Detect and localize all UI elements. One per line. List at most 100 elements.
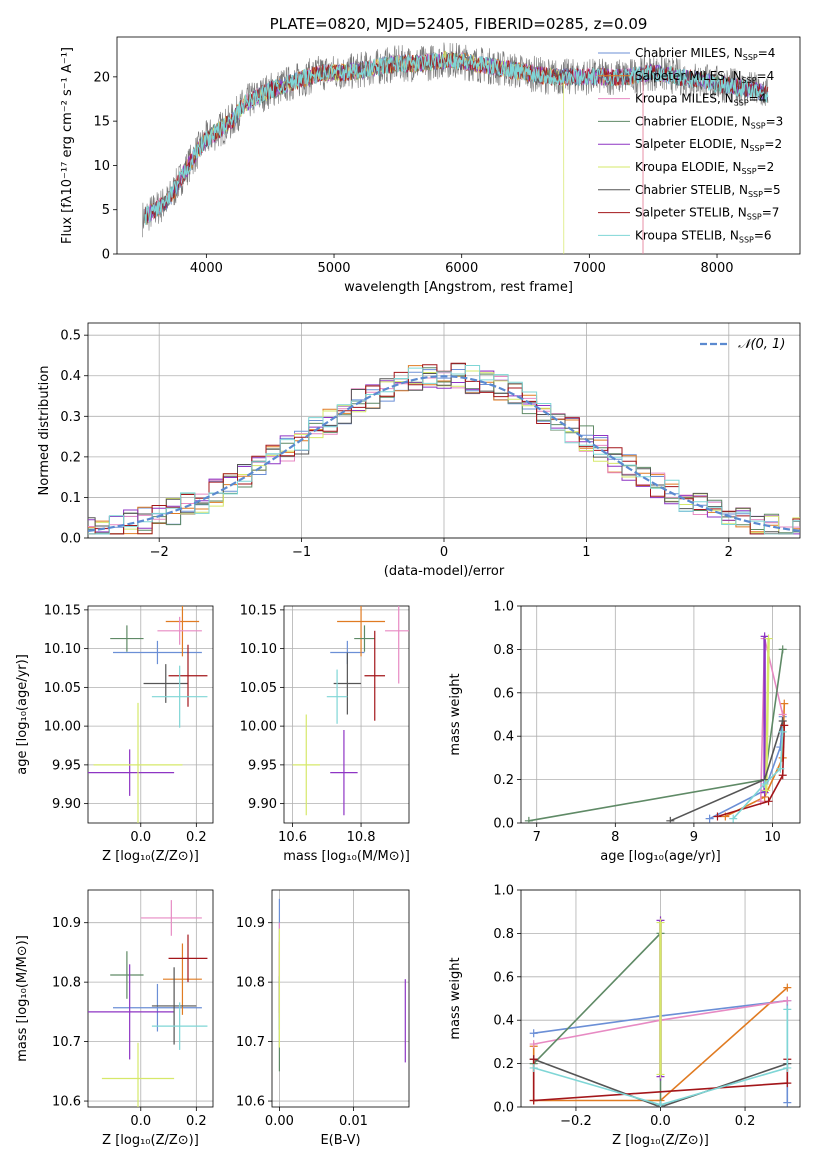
weight-point-marker xyxy=(762,786,771,795)
y-tick-label: 10.15 xyxy=(240,603,277,618)
legend-value: =5 xyxy=(763,183,781,197)
weight-series-line xyxy=(528,649,784,822)
residual-histogram-panel: −2 −1 0 1 2 0.0 0.1 0.2 0.3 0.4 0.5 (data-model)/er… xyxy=(37,322,801,579)
x-tick-label: 8000 xyxy=(700,261,733,276)
x-axis-label: Z [log₁₀(Z/Z⊙)] xyxy=(612,1133,709,1148)
chart-title: PLATE=0820, MJD=52405, FIBERID=0285, z=0… xyxy=(270,15,648,33)
mass-vs-metallicity-panel: 0.0 0.2 10.6 10.7 10.8 10.9 Z [log₁₀(Z/Z⊙)] mas… xyxy=(15,889,214,1148)
weight-point-marker xyxy=(764,797,773,806)
x-tick-label: 5000 xyxy=(317,261,350,276)
y-axis-label: Flux [fλ10⁻¹⁷ erg cm⁻² s⁻¹ A⁻¹] xyxy=(60,47,75,244)
legend-value: =3 xyxy=(766,114,784,128)
x-axis-label: Z [log₁₀(Z/Z⊙)] xyxy=(102,849,199,864)
y-tick-label: 0.2 xyxy=(60,450,81,465)
y-tick-label: 10.7 xyxy=(52,1035,81,1050)
legend-value: =2 xyxy=(764,137,782,151)
weight-point-marker xyxy=(705,814,714,823)
legend-label: Salpeter MILES, N xyxy=(635,69,742,83)
legend-label: Salpeter STELIB, N xyxy=(635,206,747,220)
normal-curve-line xyxy=(88,375,800,532)
weight-point-marker xyxy=(776,764,785,773)
weight-point-marker xyxy=(529,1040,538,1049)
histogram-step-line xyxy=(88,370,800,535)
weight-point-marker xyxy=(529,1096,538,1105)
legend-entry: Salpeter MILES, NSSP=4 xyxy=(635,69,774,85)
legend-value: =4 xyxy=(758,46,776,60)
legend-entry: Salpeter ELODIE, NSSP=2 xyxy=(635,137,782,153)
y-tick-label: 0.4 xyxy=(493,730,514,745)
axes-frame xyxy=(283,605,410,824)
y-tick-label: 5 xyxy=(102,203,110,218)
legend-label: Salpeter ELODIE, N xyxy=(635,137,749,151)
weight-point-marker xyxy=(529,1063,538,1072)
x-tick-label: 10.6 xyxy=(278,830,307,845)
x-tick-label: 7000 xyxy=(573,261,606,276)
weight-point-marker xyxy=(656,918,665,927)
x-tick-label: 0 xyxy=(440,545,448,560)
x-axis-label: wavelength [Angstrom, rest frame] xyxy=(344,280,573,295)
legend-value: =4 xyxy=(749,92,767,106)
model-spectrum-line xyxy=(193,50,565,254)
y-tick-label: 9.95 xyxy=(52,758,81,773)
legend-value: =2 xyxy=(757,160,775,174)
y-tick-label: 10.00 xyxy=(240,720,277,735)
y-tick-label: 10.05 xyxy=(240,681,277,696)
y-tick-label: 0.8 xyxy=(493,643,514,658)
legend-entry: 𝒩(0, 1) xyxy=(738,337,785,352)
x-axis-label: E(B-V) xyxy=(320,1133,360,1148)
weight-series-line xyxy=(533,1009,789,1106)
legend-label: Kroupa MILES, N xyxy=(635,92,734,106)
y-tick-label: 10.6 xyxy=(52,1095,81,1110)
weight-point-marker xyxy=(729,814,738,823)
mass-vs-ebv-panel: 0.00 0.01 10.6 10.7 10.8 10.9 E(B-V) xyxy=(236,889,410,1148)
weight-point-marker xyxy=(783,1005,792,1014)
weight-point-marker xyxy=(780,721,789,730)
weight-point-marker xyxy=(656,1070,665,1079)
legend-label: Kroupa ELODIE, N xyxy=(635,160,742,174)
legend-label: Kroupa STELIB, N xyxy=(635,228,739,242)
weight-point-marker xyxy=(713,812,722,821)
age-vs-metallicity-panel: 0.0 0.2 9.90 9.95 10.00 10.05 10.10 10.15 Z [log… xyxy=(15,603,214,864)
legend-subscript: SSP xyxy=(742,167,757,176)
y-tick-label: 0.0 xyxy=(493,1101,514,1116)
y-tick-label: 10.05 xyxy=(44,681,81,696)
axes-frame xyxy=(87,605,214,824)
x-tick-label: 8 xyxy=(611,830,619,845)
weight-point-marker xyxy=(529,1055,538,1064)
weight-vs-age-panel: 7 8 9 10 0.0 0.2 0.4 0.6 0.8 1.0 age [log₁₀(age/yr… xyxy=(448,600,801,864)
y-tick-label: 10.7 xyxy=(236,1035,265,1050)
histogram-step-line xyxy=(88,370,800,530)
legend-subscript: SSP xyxy=(743,53,758,62)
plot-area xyxy=(529,916,792,1107)
y-tick-label: 1.0 xyxy=(493,600,514,615)
x-axis-label: Z [log₁₀(Z/Z⊙)] xyxy=(102,1133,199,1148)
y-tick-label: 10.9 xyxy=(236,916,265,931)
legend-subscript: SSP xyxy=(751,121,766,130)
plot-area xyxy=(292,606,409,816)
legend-entry: Kroupa MILES, NSSP=4 xyxy=(635,92,766,108)
axes-frame xyxy=(271,889,410,1108)
x-tick-label: 10.8 xyxy=(347,830,376,845)
y-axis-label: mass [log₁₀(M/M⊙)] xyxy=(15,935,30,1062)
x-tick-label: −1 xyxy=(292,545,311,560)
weight-point-marker xyxy=(783,1063,792,1072)
legend-label: Chabrier STELIB, N xyxy=(635,183,748,197)
weight-series-line xyxy=(533,1058,788,1107)
legend-entry: Kroupa ELODIE, NSSP=2 xyxy=(635,160,774,176)
axes-frame xyxy=(520,605,801,824)
legend-label: Chabrier MILES, N xyxy=(635,46,743,60)
y-axis-label: mass weight xyxy=(448,673,463,755)
y-tick-label: 9.95 xyxy=(248,758,277,773)
y-axis-label: age [log₁₀(age/yr)] xyxy=(15,654,30,775)
axes-frame xyxy=(116,36,801,255)
weight-point-marker xyxy=(778,717,787,726)
spectrum-panel: 4000 5000 6000 7000 8000 0 5 10 15 20 wavelength [… xyxy=(60,15,801,295)
y-tick-label: 10.8 xyxy=(52,976,81,991)
plot-area xyxy=(88,362,800,535)
plot-area xyxy=(142,42,769,254)
weight-point-marker xyxy=(783,983,792,992)
legend-entry: Kroupa STELIB, NSSP=6 xyxy=(635,228,772,244)
x-tick-label: 0.0 xyxy=(130,1114,151,1129)
legend-entry: Chabrier MILES, NSSP=4 xyxy=(635,46,775,62)
